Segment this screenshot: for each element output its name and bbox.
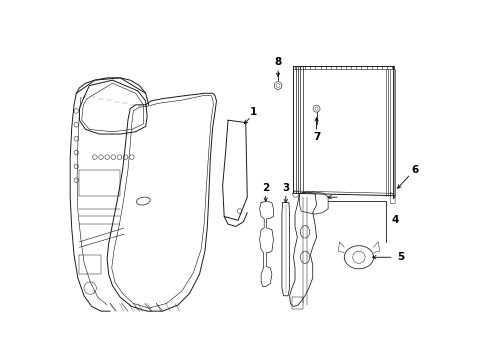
Text: 2: 2 xyxy=(262,183,270,193)
Text: 6: 6 xyxy=(412,165,419,175)
Text: 5: 5 xyxy=(398,252,405,262)
Text: 4: 4 xyxy=(392,215,399,225)
Text: 8: 8 xyxy=(274,58,282,67)
Text: 1: 1 xyxy=(250,108,257,117)
Text: 7: 7 xyxy=(313,132,320,142)
Text: 3: 3 xyxy=(282,183,290,193)
